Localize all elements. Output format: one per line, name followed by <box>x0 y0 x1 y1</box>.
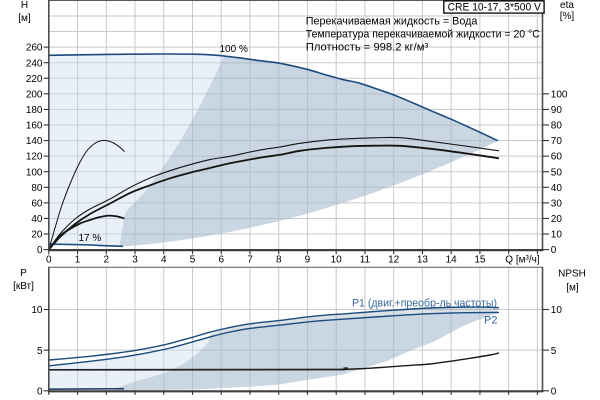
svg-text:20: 20 <box>31 230 43 241</box>
svg-text:180: 180 <box>26 105 43 116</box>
svg-text:11: 11 <box>360 254 371 265</box>
svg-text:50: 50 <box>551 167 563 178</box>
svg-text:40: 40 <box>31 214 43 225</box>
svg-text:0: 0 <box>37 386 43 397</box>
svg-text:200: 200 <box>26 89 43 100</box>
svg-text:100 %: 100 % <box>220 44 248 55</box>
svg-text:10: 10 <box>551 305 563 316</box>
svg-text:100: 100 <box>26 167 43 178</box>
svg-text:15: 15 <box>474 254 486 265</box>
svg-text:220: 220 <box>26 74 43 85</box>
svg-text:13: 13 <box>417 254 429 265</box>
svg-text:H: H <box>21 0 28 11</box>
svg-text:Q [м³/ч]: Q [м³/ч] <box>505 254 540 265</box>
svg-text:0: 0 <box>46 254 52 265</box>
svg-text:160: 160 <box>26 121 43 132</box>
svg-text:8: 8 <box>276 254 282 265</box>
svg-text:P2: P2 <box>484 315 497 327</box>
svg-text:P: P <box>20 268 27 279</box>
svg-text:Плотность = 998.2 кг/м³: Плотность = 998.2 кг/м³ <box>306 41 429 53</box>
svg-text:60: 60 <box>551 152 563 163</box>
svg-text:80: 80 <box>551 121 563 132</box>
svg-text:CRE 10-17, 3*500 V: CRE 10-17, 3*500 V <box>448 2 542 14</box>
svg-text:[м]: [м] <box>566 283 579 294</box>
svg-text:9: 9 <box>305 254 311 265</box>
svg-text:0: 0 <box>37 245 43 256</box>
svg-text:260: 260 <box>26 43 43 54</box>
svg-text:2: 2 <box>103 254 109 265</box>
svg-text:240: 240 <box>26 58 43 69</box>
svg-text:P1 (двиг.+преобр-ль частоты): P1 (двиг.+преобр-ль частоты) <box>352 297 497 309</box>
svg-text:1: 1 <box>75 254 81 265</box>
svg-text:70: 70 <box>551 136 563 147</box>
svg-text:10: 10 <box>551 230 563 241</box>
svg-text:5: 5 <box>37 346 43 357</box>
svg-text:NPSH: NPSH <box>558 269 586 280</box>
svg-text:4: 4 <box>161 254 167 265</box>
svg-text:20: 20 <box>551 214 563 225</box>
svg-text:30: 30 <box>551 198 563 209</box>
svg-text:10: 10 <box>331 254 343 265</box>
svg-text:100: 100 <box>551 89 568 100</box>
svg-text:[%]: [%] <box>560 11 575 22</box>
svg-text:5: 5 <box>190 254 196 265</box>
svg-text:140: 140 <box>26 136 43 147</box>
svg-text:6: 6 <box>218 254 224 265</box>
svg-text:90: 90 <box>551 105 563 116</box>
svg-text:[кВт]: [кВт] <box>13 281 34 292</box>
svg-text:Перекачиваемая жидкость = Вода: Перекачиваемая жидкость = Вода <box>306 15 478 27</box>
svg-text:40: 40 <box>551 183 563 194</box>
svg-text:17 %: 17 % <box>79 233 102 244</box>
svg-text:12: 12 <box>388 254 400 265</box>
svg-text:Температура перекачиваемой жид: Температура перекачиваемой жидкости = 20… <box>306 28 540 40</box>
svg-text:7: 7 <box>247 254 253 265</box>
svg-text:80: 80 <box>31 183 43 194</box>
svg-text:60: 60 <box>31 198 43 209</box>
svg-text:14: 14 <box>446 254 458 265</box>
svg-text:0: 0 <box>551 245 557 256</box>
svg-text:120: 120 <box>26 152 43 163</box>
svg-text:eta: eta <box>560 0 574 11</box>
svg-text:5: 5 <box>551 346 557 357</box>
svg-text:0: 0 <box>551 386 557 397</box>
svg-text:10: 10 <box>31 305 43 316</box>
svg-text:[м]: [м] <box>18 13 31 24</box>
svg-text:3: 3 <box>132 254 138 265</box>
